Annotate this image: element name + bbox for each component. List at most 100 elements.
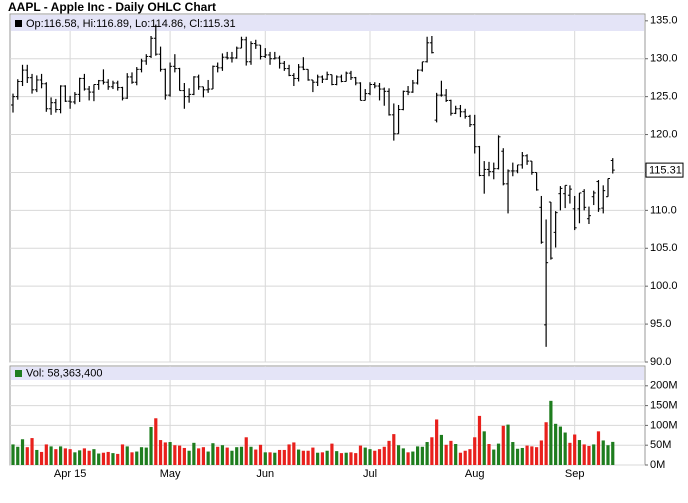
volume-bar xyxy=(178,445,182,465)
volume-bar xyxy=(158,440,163,465)
price-panel xyxy=(9,13,646,363)
volume-bar xyxy=(401,448,405,465)
volume-bar xyxy=(230,450,234,465)
volume-bar xyxy=(287,444,291,465)
volume-bar xyxy=(87,450,91,465)
volume-bar xyxy=(225,447,229,465)
volume-bar xyxy=(606,445,610,465)
volume-bar xyxy=(97,453,101,465)
volume-bar xyxy=(192,442,196,465)
volume-bar xyxy=(106,451,110,465)
volume-bar xyxy=(49,446,53,465)
volume-bar xyxy=(396,445,401,465)
volume-bar xyxy=(454,444,458,465)
volume-bar xyxy=(301,450,305,465)
volume-bar xyxy=(30,438,34,465)
volume-bar xyxy=(35,449,39,465)
y-tick-label: 100.0 xyxy=(650,280,678,292)
volume-bar xyxy=(592,444,596,465)
volume-bar xyxy=(154,418,158,465)
volume-bar xyxy=(254,449,258,465)
volume-bar xyxy=(354,453,358,465)
volume-bar xyxy=(258,444,263,465)
volume-bar xyxy=(206,451,210,465)
volume-bar xyxy=(311,447,315,465)
volume-bar xyxy=(430,437,434,465)
volume-bar xyxy=(468,449,472,465)
volume-bar xyxy=(520,447,524,465)
volume-bar xyxy=(78,450,82,465)
price-legend: Op:116.58, Hi:116.89, Lo:114.86, Cl:115.… xyxy=(26,18,236,30)
volume-bar xyxy=(297,449,301,465)
volume-bar xyxy=(563,432,567,465)
volume-bar xyxy=(535,447,539,465)
volume-bar xyxy=(39,451,44,465)
volume-bar xyxy=(187,450,191,465)
volume-bar xyxy=(496,443,501,465)
volume-bar xyxy=(501,425,505,465)
volume-bar xyxy=(201,447,205,465)
volume-bar xyxy=(44,444,48,465)
volume-bar xyxy=(335,451,339,465)
last-price-label: 115.31 xyxy=(649,165,682,177)
x-tick-label: Aug xyxy=(465,468,485,480)
volume-bar xyxy=(587,445,591,465)
volume-bar xyxy=(220,445,225,465)
volume-bar xyxy=(216,446,220,465)
volume-bar xyxy=(139,447,144,465)
volume-bar xyxy=(506,424,510,465)
volume-bar xyxy=(568,442,572,465)
volume-bar xyxy=(244,437,248,465)
volume-bar xyxy=(130,452,134,465)
volume-bar xyxy=(197,448,201,465)
x-tick-label: May xyxy=(160,468,181,480)
volume-bar xyxy=(92,449,96,465)
volume-bar xyxy=(558,426,562,465)
volume-bar xyxy=(73,452,77,465)
volume-bar xyxy=(68,449,72,465)
volume-bar xyxy=(59,446,63,465)
marks xyxy=(11,24,615,465)
volume-bar xyxy=(82,448,86,465)
volume-bar xyxy=(163,442,167,465)
volume-bar xyxy=(582,444,586,465)
legend-swatch xyxy=(15,370,22,377)
volume-bar xyxy=(182,447,186,465)
chart-title: AAPL - Apple Inc - Daily OHLC Chart xyxy=(8,0,216,14)
volume-bar xyxy=(511,442,515,465)
volume-bar xyxy=(373,450,377,465)
y-tick-label: 105.0 xyxy=(650,242,678,254)
volume-bar xyxy=(173,445,177,465)
volume-bar xyxy=(477,415,482,465)
volume-bar xyxy=(382,446,386,465)
legend-swatch xyxy=(15,20,22,27)
volume-bar xyxy=(125,446,129,465)
volume-bar xyxy=(515,448,520,465)
volume-bar xyxy=(487,444,491,465)
volume-bar xyxy=(439,434,443,465)
volume-bar xyxy=(577,440,582,465)
volume-bar xyxy=(25,447,29,465)
volume-bar xyxy=(416,446,420,465)
volume-panel xyxy=(9,365,646,466)
volume-bar xyxy=(20,439,25,465)
volume-bar xyxy=(63,448,67,465)
volume-bar xyxy=(249,446,253,465)
volume-bar xyxy=(116,453,120,465)
y-tick-label: 120.0 xyxy=(650,128,678,140)
volume-bar xyxy=(111,453,115,465)
volume-bar xyxy=(325,450,329,465)
volume-bar xyxy=(420,446,424,465)
y-tick-label: 95.0 xyxy=(650,318,671,330)
volume-bar xyxy=(544,422,548,465)
volume-legend: Vol: 58,363,400 xyxy=(26,367,102,379)
volume-bar xyxy=(449,440,453,465)
volume-bar xyxy=(387,440,391,465)
volume-bar xyxy=(144,447,148,465)
x-tick-label: Apr 15 xyxy=(54,468,86,480)
volume-bar xyxy=(482,431,486,465)
x-tick-label: Jun xyxy=(256,468,274,480)
volume-bar xyxy=(320,452,324,465)
volume-bar xyxy=(330,443,334,465)
